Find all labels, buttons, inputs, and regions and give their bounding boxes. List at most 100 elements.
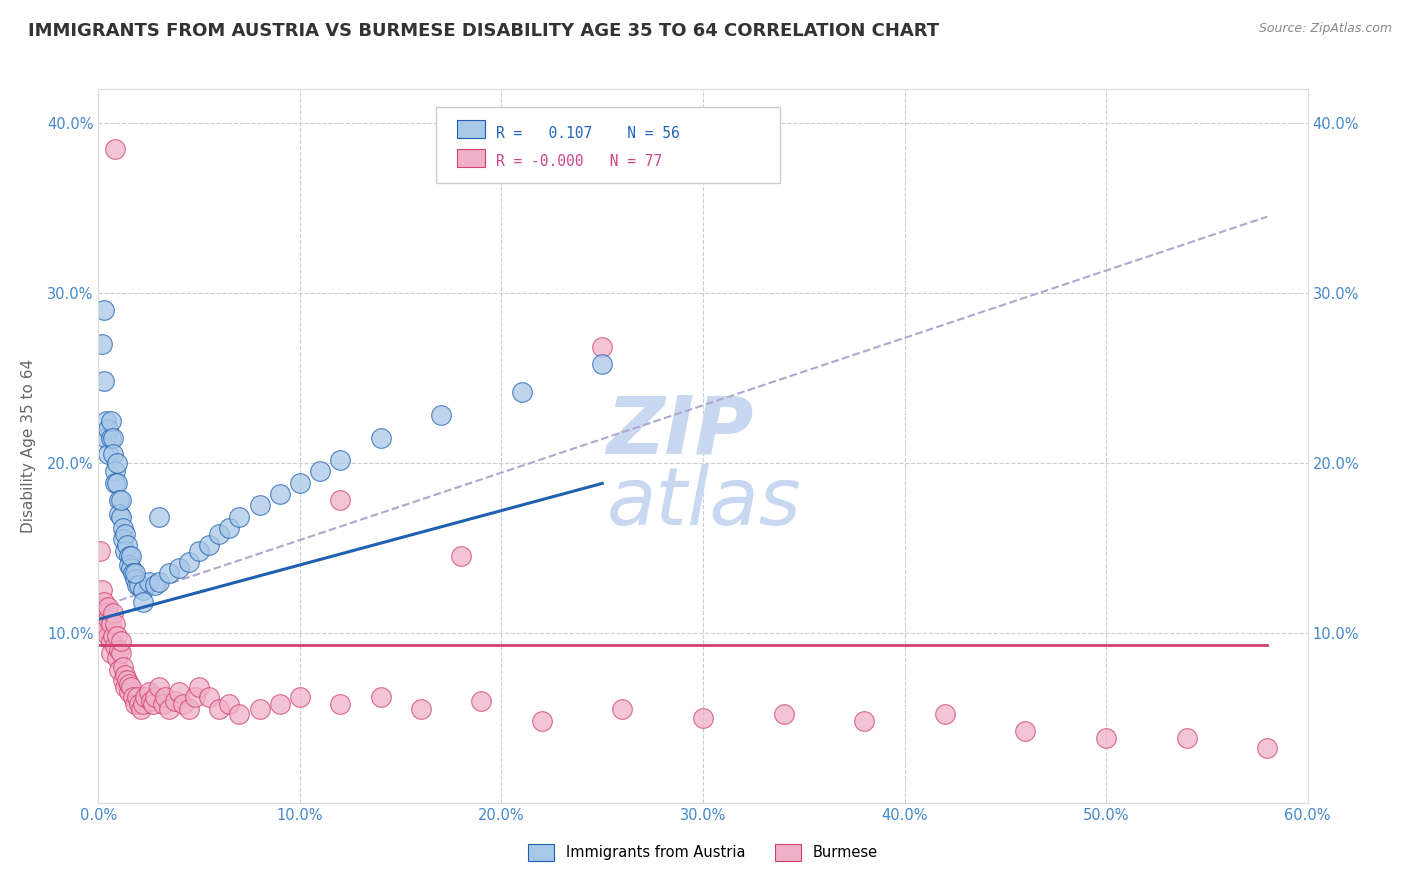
Point <box>115 537 138 551</box>
Point <box>105 651 128 665</box>
Point <box>107 507 129 521</box>
Point <box>198 537 221 551</box>
Point <box>530 714 553 729</box>
Point <box>93 303 115 318</box>
Point <box>111 533 134 547</box>
Point <box>1256 741 1278 756</box>
Text: IMMIGRANTS FROM AUSTRIA VS BURMESE DISABILITY AGE 35 TO 64 CORRELATION CHART: IMMIGRANTS FROM AUSTRIA VS BURMESE DISAB… <box>28 22 939 40</box>
Point <box>97 448 120 462</box>
Point <box>91 337 114 351</box>
Point <box>100 617 122 632</box>
Point <box>157 702 180 716</box>
Point <box>103 142 125 156</box>
Point <box>612 702 634 716</box>
Point <box>93 375 115 389</box>
Legend: Immigrants from Austria, Burmese: Immigrants from Austria, Burmese <box>523 838 883 867</box>
Point <box>111 660 134 674</box>
Point <box>188 680 211 694</box>
Point <box>692 711 714 725</box>
Point <box>172 698 194 712</box>
Point <box>89 544 111 558</box>
Point <box>96 430 118 444</box>
Point <box>114 527 136 541</box>
Point <box>125 578 148 592</box>
Point <box>153 690 176 705</box>
Point <box>1175 731 1198 746</box>
Point <box>103 640 125 654</box>
Point <box>114 544 136 558</box>
Point <box>208 527 231 541</box>
Point <box>167 685 190 699</box>
Point <box>105 476 128 491</box>
Point <box>115 673 138 688</box>
Text: R =   0.107    N = 56: R = 0.107 N = 56 <box>496 126 681 141</box>
Point <box>118 558 141 572</box>
Point <box>148 680 170 694</box>
Point <box>93 612 115 626</box>
Point <box>134 690 156 705</box>
Point <box>157 566 180 581</box>
Point <box>103 476 125 491</box>
Point <box>103 465 125 479</box>
Point <box>124 572 146 586</box>
Point <box>100 646 122 660</box>
Point <box>772 707 794 722</box>
Point <box>208 702 231 716</box>
Point <box>370 690 392 705</box>
Text: R = -0.000   N = 77: R = -0.000 N = 77 <box>496 154 662 169</box>
Point <box>111 520 134 534</box>
Point <box>288 690 311 705</box>
Point <box>118 549 141 564</box>
Point <box>142 698 165 712</box>
Point <box>591 358 613 372</box>
Point <box>370 430 392 444</box>
Point <box>96 623 118 637</box>
Point <box>96 606 118 620</box>
Point <box>853 714 876 729</box>
Point <box>110 646 132 660</box>
Point <box>120 561 142 575</box>
Point <box>139 694 162 708</box>
Text: ZIP: ZIP <box>606 392 754 471</box>
Point <box>107 493 129 508</box>
Point <box>120 680 142 694</box>
Text: atlas: atlas <box>606 464 801 542</box>
Point <box>97 422 120 436</box>
Point <box>269 698 291 712</box>
Point <box>129 702 152 716</box>
Point <box>128 698 150 712</box>
Point <box>118 677 141 691</box>
Point <box>179 555 201 569</box>
Point <box>96 413 118 427</box>
Point <box>114 680 136 694</box>
Point <box>97 600 120 615</box>
Point <box>101 430 124 444</box>
Point <box>107 643 129 657</box>
Point <box>120 549 142 564</box>
Point <box>138 574 160 589</box>
Point <box>309 465 332 479</box>
Point <box>143 690 166 705</box>
Point <box>132 595 155 609</box>
Point <box>249 702 271 716</box>
Point <box>103 617 125 632</box>
Point <box>124 566 146 581</box>
Point <box>110 510 132 524</box>
Point <box>105 456 128 470</box>
Point <box>93 595 115 609</box>
Point <box>450 549 472 564</box>
Point <box>470 694 492 708</box>
Point <box>152 698 174 712</box>
Point <box>105 629 128 643</box>
Point <box>163 694 186 708</box>
Point <box>143 578 166 592</box>
Point <box>125 690 148 705</box>
Point <box>132 583 155 598</box>
Point <box>91 600 114 615</box>
Point <box>101 448 124 462</box>
Point <box>110 634 132 648</box>
Point <box>101 629 124 643</box>
Point <box>114 668 136 682</box>
Point <box>97 629 120 643</box>
Point <box>228 510 250 524</box>
